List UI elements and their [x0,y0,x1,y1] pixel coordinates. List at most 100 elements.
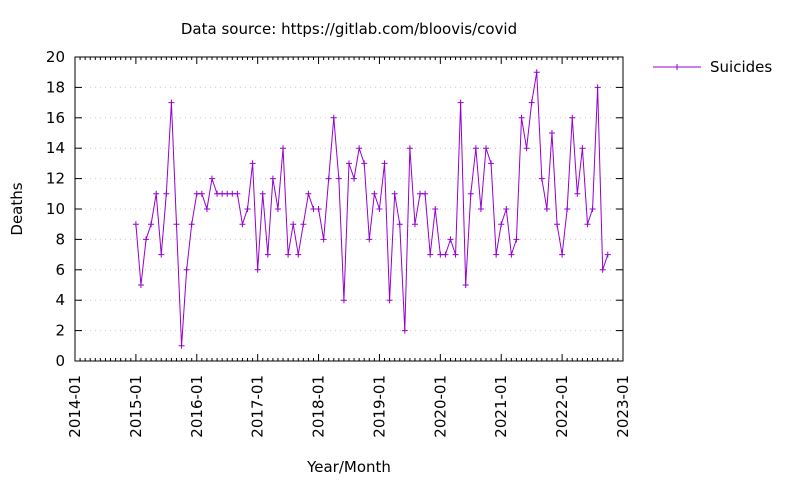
data-point-marker [386,297,393,304]
y-tick-label: 12 [46,170,65,188]
data-point-marker [153,190,160,197]
data-point-marker [163,190,170,197]
data-point-marker [528,99,535,106]
data-point-marker [188,221,195,228]
data-point-marker [280,145,287,152]
data-point-marker [543,206,550,212]
data-point-marker [422,190,429,197]
data-point-marker [229,190,236,197]
data-point-marker [432,206,439,212]
data-point-marker [259,190,266,197]
y-tick-label: 4 [55,291,65,309]
tick-labels: 0 2 4 6 8 10 12 14 16 18 20 2014-01 2015-01 2016-01 20… [46,48,632,438]
data-point-marker [498,221,505,228]
data-point-marker [198,190,205,197]
data-point-marker [330,114,337,121]
data-point-marker [132,221,139,228]
data-point-marker [396,221,403,228]
data-point-marker [604,251,611,258]
data-point-marker [356,145,363,152]
data-point-marker [376,206,383,212]
data-point-marker [183,266,190,273]
series-line-suicides [135,72,609,346]
data-point-marker [335,175,342,182]
data-point-marker [209,175,215,182]
x-tick-label: 2022-01 [553,375,571,438]
data-point-marker [406,145,413,152]
x-tick-label: 2023-01 [614,375,632,438]
data-point-marker [579,145,586,152]
data-point-marker [523,145,530,152]
data-point-marker [340,297,347,304]
data-point-marker [244,206,251,212]
data-point-marker [178,342,185,349]
data-point-marker [584,221,591,228]
data-point-marker [559,251,566,258]
x-tick-label: 2021-01 [492,375,510,438]
data-point-marker [219,190,226,197]
data-point-marker [442,251,449,258]
data-point-marker [391,190,398,197]
series-layer [132,69,611,349]
data-point-marker [264,251,271,258]
x-tick-label: 2018-01 [310,375,328,438]
data-point-marker [137,282,144,288]
data-point-marker [325,175,332,182]
y-tick-label: 8 [55,230,65,248]
data-point-marker [472,145,479,152]
data-point-marker [371,190,378,197]
y-tick-label: 18 [46,78,65,96]
data-point-marker [203,206,210,212]
data-point-marker [315,206,322,212]
y-axis-label: Deaths [8,182,26,235]
data-point-marker [508,251,515,258]
data-point-marker [437,251,444,258]
data-point-marker [300,221,307,228]
data-point-marker [513,236,520,243]
data-point-marker [503,206,510,212]
data-point-marker [285,251,292,258]
data-point-marker [518,114,525,121]
y-tick-label: 0 [55,352,65,370]
data-point-marker [488,160,495,167]
data-point-marker [310,206,317,212]
data-point-marker [411,221,418,228]
data-point-marker [538,175,545,182]
data-point-marker [193,190,200,197]
data-point-marker [366,236,373,243]
data-point-marker [269,175,276,182]
data-point-marker [452,251,459,258]
data-point-marker [569,114,576,121]
data-point-marker [143,236,150,243]
data-point-marker [493,251,500,258]
y-tick-label: 6 [55,261,65,279]
data-point-marker [361,160,368,167]
x-tick-label: 2017-01 [249,375,267,438]
data-point-marker [214,190,221,197]
data-point-marker [351,175,358,182]
x-tick-label: 2014-01 [66,375,84,438]
data-point-marker [295,251,302,258]
axis-ticks [74,56,624,362]
data-point-marker [589,206,596,212]
data-point-marker [483,145,489,152]
data-point-marker [417,190,424,197]
data-point-marker [564,206,571,212]
y-tick-label: 16 [46,109,65,127]
data-point-marker [462,282,469,288]
data-point-marker [305,190,312,197]
x-tick-label: 2019-01 [370,375,388,438]
data-point-marker [427,251,434,258]
data-point-marker [173,221,180,228]
data-point-marker [346,160,352,167]
data-point-marker [239,221,246,228]
data-point-marker [533,69,540,76]
data-point-marker [574,190,581,197]
data-point-marker [477,206,484,212]
data-point-marker [467,190,474,197]
data-point-marker [158,251,165,258]
x-tick-label: 2020-01 [431,375,449,438]
legend: Suicides [653,58,772,76]
x-tick-label: 2016-01 [188,375,206,438]
